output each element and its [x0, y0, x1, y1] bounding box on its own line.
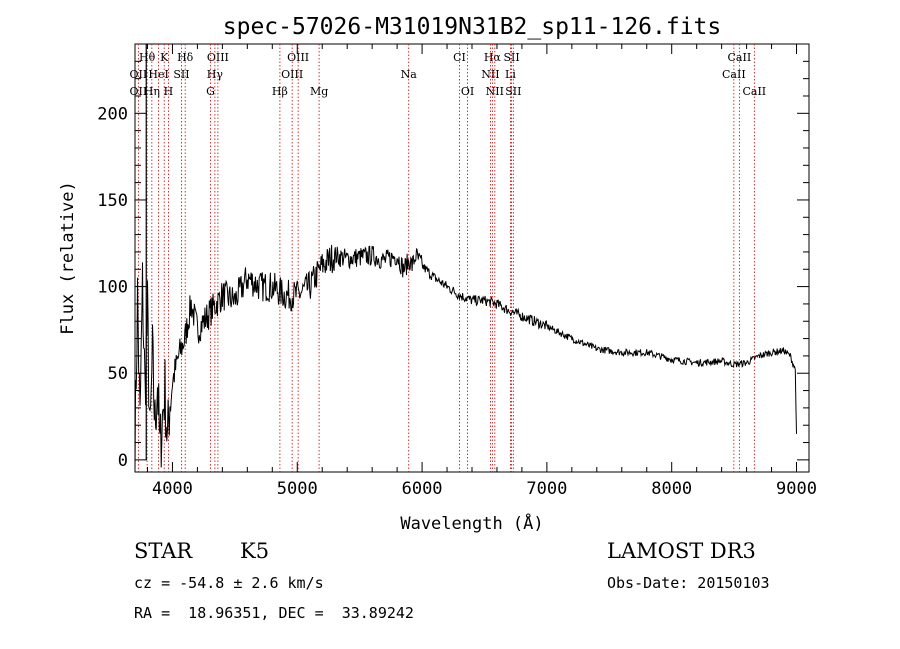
- x-tick-label: 9000: [776, 479, 817, 499]
- sky-coordinates: RA = 18.96351, DEC = 33.89242: [134, 604, 414, 622]
- y-axis-label: Flux (relative): [58, 181, 78, 335]
- spectral-line-label: HeI: [148, 68, 168, 81]
- spectral-line-label: H: [164, 85, 174, 98]
- spectral-line-label: CI: [453, 51, 466, 64]
- survey-name: LAMOST DR3: [607, 539, 756, 563]
- spectral-line-label: Na: [401, 68, 418, 81]
- spectral-line-label: G: [206, 85, 215, 98]
- y-tick-label: 50: [108, 364, 128, 384]
- observation-date: Obs-Date: 20150103: [607, 574, 770, 592]
- spectral-line-label: SII: [173, 68, 189, 81]
- spectral-line-label: CaII: [742, 85, 766, 98]
- spectral-line-label: K: [160, 51, 169, 64]
- spectral-line-label: Li: [505, 68, 516, 81]
- y-tick-label: 150: [97, 191, 128, 211]
- spectral-line-label: Hα: [484, 51, 502, 64]
- y-tick-label: 100: [97, 278, 128, 298]
- chart-title: spec-57026-M31019N31B2_sp11-126.fits: [223, 14, 722, 40]
- spectral-line-label: SII: [503, 51, 519, 64]
- object-class: STAR: [134, 539, 193, 563]
- x-axis-label: Wavelength (Å): [400, 512, 543, 534]
- x-tick-label: 8000: [651, 479, 692, 499]
- spectral-line-label: CaII: [728, 51, 752, 64]
- spectral-line-label: Hδ: [177, 51, 194, 64]
- spectrum-series-line: [134, 244, 797, 473]
- spectral-line-label: SII: [505, 85, 521, 98]
- spectral-line-label: NII: [481, 68, 499, 81]
- plot-frame: [134, 43, 810, 473]
- y-tick-label: 200: [97, 104, 128, 124]
- spectral-line-label: OII: [130, 68, 148, 81]
- x-tick-label: 6000: [402, 479, 443, 499]
- spectral-line-label: OIII: [287, 51, 309, 64]
- x-tick-label: 4000: [152, 479, 193, 499]
- spectral-line-label: CaII: [722, 68, 746, 81]
- spectral-line-label: OII: [130, 85, 148, 98]
- spectral-line-label: OIII: [281, 68, 303, 81]
- spectral-line-label: Hη: [144, 85, 160, 98]
- spectral-line-label: OIII: [207, 51, 229, 64]
- x-tick-label: 7000: [526, 479, 567, 499]
- spectral-line-label: Hγ: [207, 68, 224, 81]
- y-tick-label: 0: [118, 451, 128, 471]
- object-subclass: K5: [240, 539, 270, 563]
- spectral-line-label: Hθ: [139, 51, 156, 64]
- spectral-line-label: Mg: [310, 85, 328, 98]
- redshift-value: cz = -54.8 ± 2.6 km/s: [134, 574, 324, 592]
- x-tick-label: 5000: [277, 479, 318, 499]
- spectral-line-label: NII: [486, 85, 504, 98]
- spectral-line-label: Hβ: [272, 85, 288, 98]
- spectral-line-label: OI: [461, 85, 474, 98]
